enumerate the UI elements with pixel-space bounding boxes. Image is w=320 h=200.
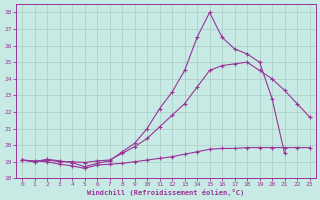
X-axis label: Windchill (Refroidissement éolien,°C): Windchill (Refroidissement éolien,°C) — [87, 189, 244, 196]
